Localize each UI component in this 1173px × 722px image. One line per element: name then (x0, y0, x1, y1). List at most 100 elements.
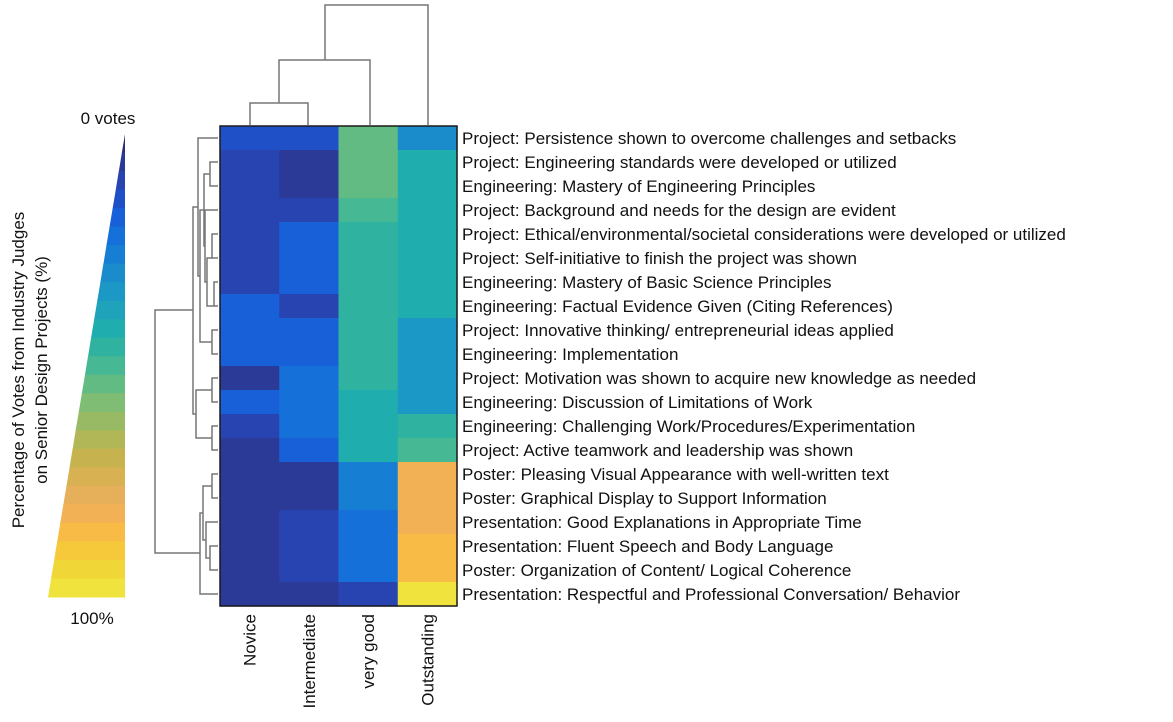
heatmap-cell (220, 150, 280, 175)
colorbar-band (118, 152, 125, 172)
heatmap-cell (279, 126, 340, 151)
row-dendrogram-branch (206, 257, 214, 307)
heatmap-cell (220, 534, 280, 559)
heatmap-cell (338, 150, 399, 175)
heatmap-cell (279, 198, 340, 223)
colorbar-band (94, 300, 125, 320)
colorbar-band (115, 171, 125, 191)
heatmap-cell (220, 222, 280, 247)
heatmap-cell (279, 534, 340, 559)
row-label: Poster: Graphical Display to Support Inf… (462, 489, 827, 508)
colorbar-band (54, 541, 125, 561)
colorbar-band (75, 411, 125, 431)
colorbar-band (112, 189, 125, 209)
row-label: Poster: Organization of Content/ Logical… (462, 561, 851, 580)
heatmap-cell (338, 510, 399, 535)
heatmap-cell (338, 174, 399, 199)
heatmap-cell (220, 510, 280, 535)
colorbar-top-label: 0 votes (81, 109, 136, 128)
heatmap-cell (397, 414, 458, 439)
row-label: Engineering: Challenging Work/Procedures… (462, 417, 915, 436)
column-dendrogram-branch (249, 102, 309, 125)
row-label: Project: Motivation was shown to acquire… (462, 369, 976, 388)
heatmap-cell (397, 174, 458, 199)
row-label: Project: Ethical/environmental/societal … (462, 225, 1066, 244)
heatmap-cell (279, 414, 340, 439)
heatmap-cell (338, 342, 399, 367)
heatmap-cell (279, 342, 340, 367)
heatmap-cell (220, 414, 280, 439)
column-dendrogram (249, 4, 429, 125)
row-dendrogram-branch (205, 521, 218, 559)
heatmap-cell (338, 534, 399, 559)
colorbar-band (100, 263, 125, 283)
heatmap-cell (279, 486, 340, 511)
colorbar-band (121, 134, 125, 153)
heatmap-cell (338, 462, 399, 487)
colorbar-band (106, 226, 125, 246)
heatmap-cell (279, 438, 340, 463)
heatmap-cell (220, 486, 280, 511)
heatmap-cell (397, 366, 458, 391)
colorbar-band (69, 448, 125, 468)
heatmap-cell (220, 270, 280, 295)
colorbar-band (78, 393, 125, 413)
row-dendrogram (154, 137, 218, 595)
heatmap-cell (338, 414, 399, 439)
row-label: Project: Innovative thinking/ entreprene… (462, 321, 894, 340)
heatmap-cell (397, 198, 458, 223)
column-labels: Novice Intermediate very good Outstanding (241, 614, 438, 709)
row-label: Presentation: Fluent Speech and Body Lan… (462, 537, 833, 556)
colorbar-band (103, 245, 125, 265)
colorbar (48, 134, 126, 598)
row-dendrogram-branch (202, 485, 212, 541)
heatmap-cell (279, 174, 340, 199)
colorbar-band (51, 560, 125, 579)
column-label: Outstanding (418, 614, 437, 706)
heatmap-cell (279, 558, 340, 583)
row-dendrogram-branch (213, 281, 218, 307)
heatmap-cell (397, 150, 458, 175)
heatmap-cell (397, 246, 458, 271)
heatmap-cell (220, 294, 280, 319)
row-dendrogram-branch (211, 233, 218, 259)
heatmap-cell (397, 390, 458, 415)
colorbar-band (57, 522, 126, 542)
row-dendrogram-branch (154, 309, 200, 554)
column-label: Novice (241, 614, 260, 666)
row-label: Project: Persistence shown to overcome c… (462, 129, 956, 148)
row-dendrogram-branch (211, 425, 218, 451)
row-label: Presentation: Respectful and Professiona… (462, 585, 960, 604)
heatmap-cell (338, 246, 399, 271)
heatmap-cell (338, 222, 399, 247)
column-dendrogram-branch (278, 59, 371, 125)
row-dendrogram-branch (211, 473, 218, 499)
heatmap-cell (220, 462, 280, 487)
row-dendrogram-branch (211, 377, 218, 403)
heatmap-cell (397, 534, 458, 559)
row-label: Project: Self-initiative to finish the p… (462, 249, 857, 268)
heatmap-cell (220, 126, 280, 151)
heatmap-cell (220, 246, 280, 271)
row-label: Engineering: Discussion of Limitations o… (462, 393, 813, 412)
heatmap-cell (338, 390, 399, 415)
heatmap-cell (338, 582, 399, 607)
colorbar-bottom-label: 100% (70, 609, 113, 628)
heatmap-cell (338, 198, 399, 223)
heatmap-cell (220, 438, 280, 463)
heatmap-cell (279, 582, 340, 607)
colorbar-band (81, 374, 125, 394)
heatmap-cells (220, 126, 458, 607)
row-dendrogram-branch (197, 137, 218, 277)
heatmap-cell (338, 486, 399, 511)
colorbar-band (84, 356, 125, 376)
row-label: Engineering: Mastery of Engineering Prin… (462, 177, 815, 196)
heatmap-cell (397, 126, 458, 151)
heatmap-cell (338, 126, 399, 151)
heatmap-cell (397, 582, 458, 607)
row-label: Project: Engineering standards were deve… (462, 153, 897, 172)
colorbar-band (97, 282, 125, 302)
heatmap-cell (279, 270, 340, 295)
